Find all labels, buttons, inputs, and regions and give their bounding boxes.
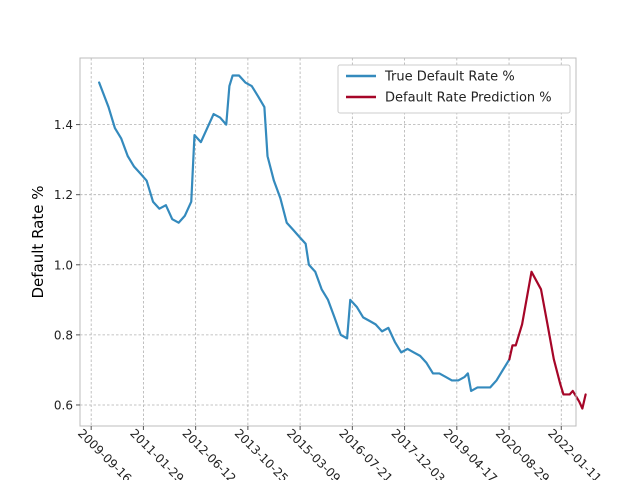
series-line-true-default-rate xyxy=(98,74,511,393)
x-tick-label: 2011-01-29 xyxy=(127,426,186,480)
x-tick-label: 2022-01-11 xyxy=(545,426,604,480)
x-axis: 2009-09-162011-01-292012-06-122013-10-25… xyxy=(75,426,604,480)
grid xyxy=(80,58,576,426)
y-axis-label: Default Rate % xyxy=(29,186,47,299)
y-axis: 0.6 0.8 1.0 1.2 1.4 xyxy=(54,118,80,412)
x-tick-label: 2015-03-09 xyxy=(284,426,343,480)
legend-label-default-rate-prediction: Default Rate Prediction % xyxy=(385,91,552,106)
x-tick-label: 2009-09-16 xyxy=(75,426,134,480)
series-line-default-rate-prediction xyxy=(508,270,587,410)
legend-label-true-default-rate: True Default Rate % xyxy=(384,70,515,85)
y-tick-label: 1.0 xyxy=(54,258,73,272)
x-tick-label: 2013-10-25 xyxy=(232,426,291,480)
x-tick-label: 2017-12-03 xyxy=(388,426,447,480)
series-lines xyxy=(98,74,587,410)
y-tick-label: 1.4 xyxy=(54,118,73,132)
x-tick-label: 2012-06-12 xyxy=(180,426,239,480)
x-tick-label: 2020-08-29 xyxy=(493,426,552,480)
legend-box xyxy=(337,64,571,114)
y-tick-label: 0.8 xyxy=(54,328,73,342)
x-tick-label: 2016-07-21 xyxy=(336,426,395,480)
y-tick-label: 1.2 xyxy=(54,188,73,202)
x-tick-label: 2019-04-17 xyxy=(441,426,500,480)
legend: True Default Rate % Default Rate Predict… xyxy=(337,64,571,114)
plot-frame xyxy=(79,57,577,427)
y-tick-label: 0.6 xyxy=(54,398,73,412)
